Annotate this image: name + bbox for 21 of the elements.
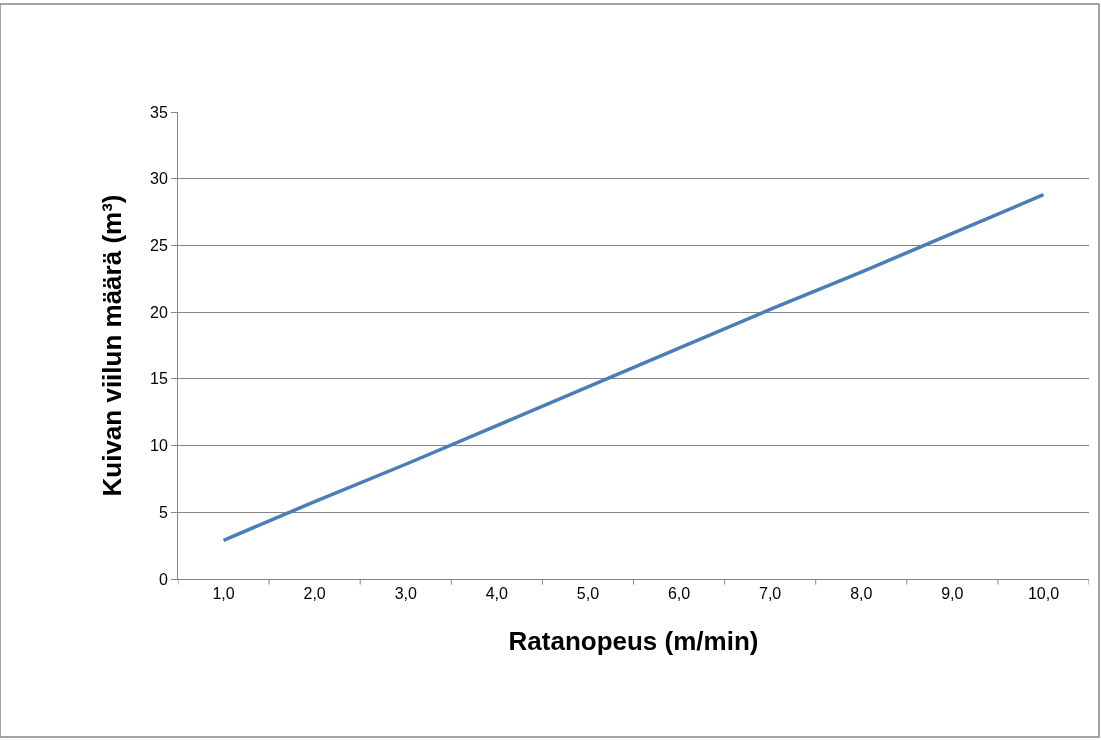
x-tick-label: 1,0 xyxy=(212,585,235,603)
y-tick-label: 0 xyxy=(158,570,168,588)
x-tick-label: 7,0 xyxy=(759,585,782,603)
y-tick-label: 20 xyxy=(150,303,168,321)
y-tick-label: 25 xyxy=(150,237,168,255)
y-axis-title: Kuivan viilun määrä (m³) xyxy=(97,194,128,497)
x-tick-label: 6,0 xyxy=(667,585,691,603)
x-tick-label: 8,0 xyxy=(850,585,873,603)
x-tick-label: 5,0 xyxy=(576,585,600,603)
y-tick-label: 5 xyxy=(158,503,168,521)
y-tick-label: 35 xyxy=(150,103,168,121)
y-tick-label: 30 xyxy=(150,170,168,188)
x-tick-label: 10,0 xyxy=(1027,585,1060,603)
x-tick-label: 3,0 xyxy=(394,585,417,603)
x-axis-title: Ratanopeus (m/min) xyxy=(508,625,759,656)
x-tick-label: 4,0 xyxy=(485,585,509,603)
y-tick-label: 10 xyxy=(150,437,168,455)
x-tick-label: 9,0 xyxy=(941,585,964,603)
x-tick-label: 2,0 xyxy=(303,585,326,603)
y-tick-label: 15 xyxy=(150,370,168,388)
line-series xyxy=(221,192,1046,543)
